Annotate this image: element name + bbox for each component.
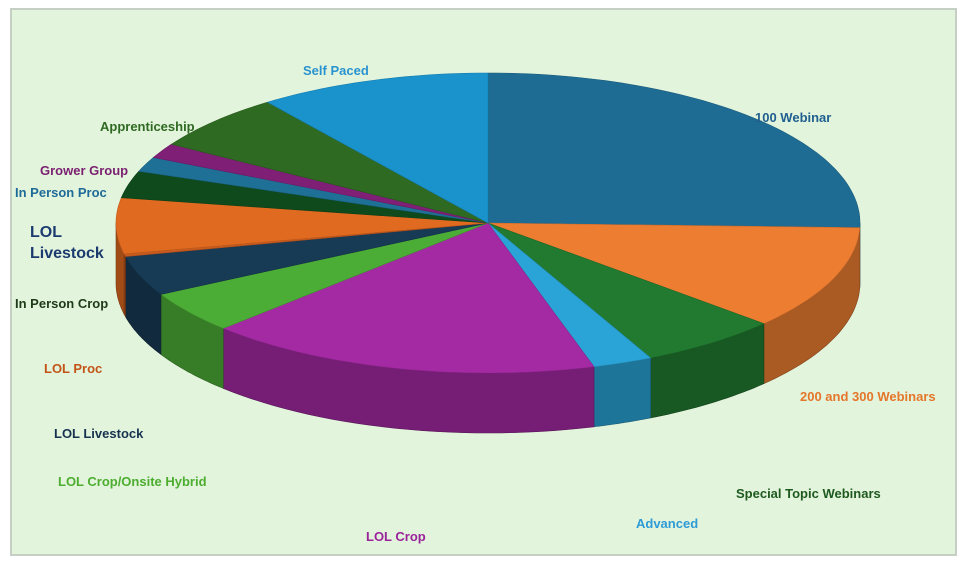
pie-slice-11 [152, 143, 489, 224]
label-special-topic-webinars: Special Topic Webinars [736, 486, 881, 501]
pie-slice-0 [487, 72, 861, 229]
pie-slice-4 [222, 222, 595, 374]
label-lol-proc: LOL Proc [44, 361, 103, 376]
pie-slice-8 [115, 197, 489, 255]
label-lol-crop: LOL Crop [366, 529, 426, 544]
label-lol-crop-onsite-hybrid: LOL Crop/Onsite Hybrid [58, 474, 207, 489]
pie-side-3 [593, 357, 651, 428]
label-100-webinar: 100 Webinar [755, 110, 832, 125]
pie-slice-6 [125, 222, 489, 295]
label-in-person-proc: In Person Proc [15, 185, 107, 200]
pie-slice-10 [138, 157, 489, 224]
pie-chart [115, 72, 861, 434]
pie-slice-5 [160, 222, 489, 329]
pie-slice-1 [487, 222, 861, 324]
pie-slice-3 [487, 222, 652, 368]
pie-slice-2 [487, 222, 765, 359]
label-lol-livestock-large: LOL Livestock [30, 224, 104, 262]
label-grower-group: Grower Group [40, 163, 129, 178]
pie-slice-13 [266, 72, 489, 224]
label-lol-livestock: LOL Livestock [54, 426, 144, 441]
label-apprenticeship: Apprenticeship [100, 119, 195, 134]
label-200-300-webinars: 200 and 300 Webinars [800, 389, 936, 404]
label-self-paced: Self Paced [303, 63, 369, 78]
pie-slice-12 [170, 101, 489, 224]
label-advanced: Advanced [636, 516, 699, 531]
pie-slice-9 [120, 170, 489, 224]
label-in-person-crop: In Person Crop [15, 296, 109, 311]
chart-area: 100 Webinar 200 and 300 Webinars Special… [10, 8, 957, 556]
